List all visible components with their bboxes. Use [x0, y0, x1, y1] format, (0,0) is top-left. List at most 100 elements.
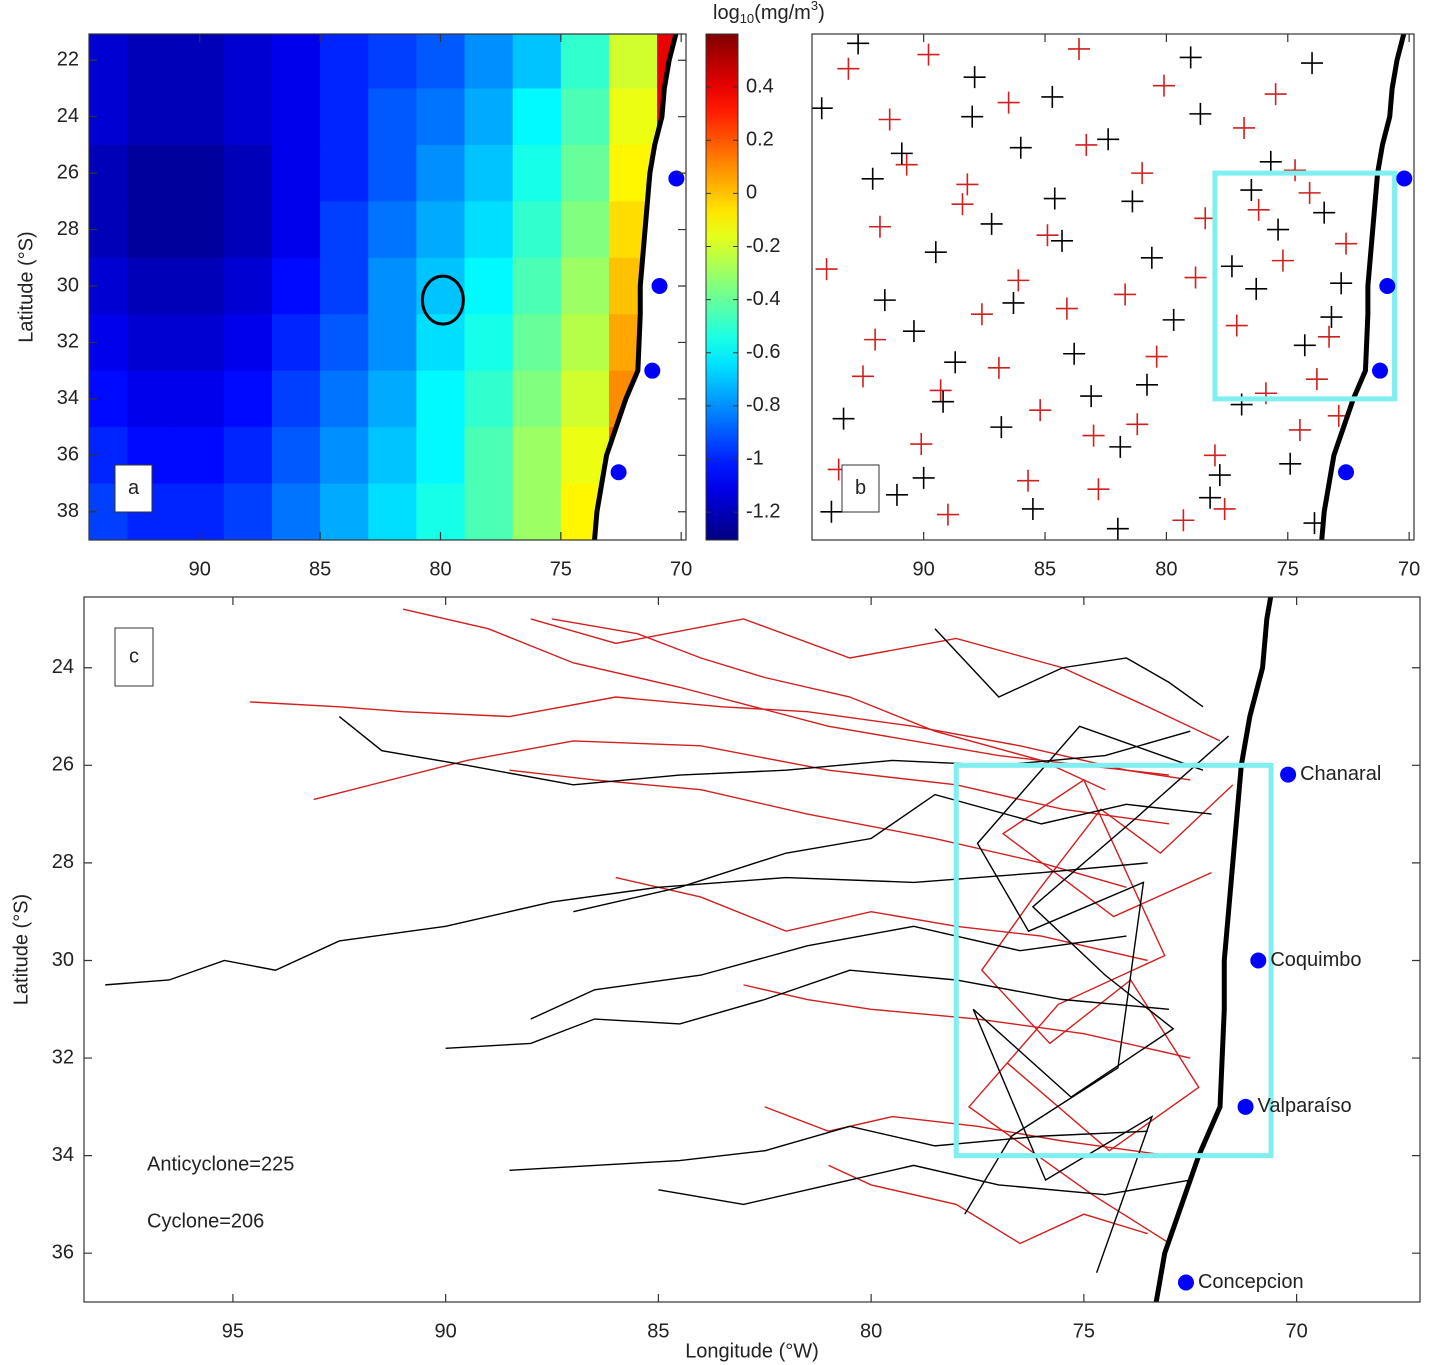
eddy-cross: [1305, 368, 1328, 391]
heatmap-cell: [320, 201, 369, 259]
heatmap-cell: [464, 370, 514, 428]
heatmap-cell: [175, 88, 225, 146]
colorbar-label-part: 10: [740, 11, 754, 26]
x-tick-label: 95: [222, 1320, 244, 1342]
eddy-cross: [1121, 190, 1144, 213]
heatmap-cell: [127, 370, 177, 428]
eddy-track: [743, 984, 1191, 1059]
heatmap-cell: [175, 201, 225, 259]
eddy-cross: [1043, 187, 1066, 210]
y-tick-label: 26: [57, 161, 79, 183]
eddy-cross: [944, 351, 967, 374]
heatmap-cell: [175, 427, 225, 485]
eddy-cross: [1313, 201, 1336, 224]
heatmap-cell: [512, 314, 562, 372]
heatmap-cell: [464, 34, 514, 89]
eddy-cross: [1145, 345, 1168, 368]
heatmap-cell: [320, 370, 369, 428]
colorbar-label: log10(mg/m3): [713, 0, 825, 26]
eddy-track: [980, 784, 1234, 1152]
heatmap-cell: [416, 88, 466, 146]
eddy-cross: [1021, 497, 1044, 520]
eddy-cross: [1131, 162, 1154, 185]
eddy-cross: [1087, 478, 1110, 501]
colorbar-label-part: ): [818, 2, 825, 24]
eddy-track: [105, 862, 1148, 986]
heatmap-cell: [512, 257, 562, 315]
eddy-cross: [1055, 297, 1078, 320]
heatmap-cell: [271, 370, 321, 428]
heatmap-cell: [512, 88, 562, 146]
x-tick-label: 70: [1398, 558, 1420, 580]
eddy-track: [530, 618, 1221, 742]
heatmap-cell: [89, 370, 129, 428]
site-marker: [644, 362, 661, 379]
site-marker: [610, 464, 627, 481]
heatmap-cell: [560, 370, 610, 428]
x-tick-label: 70: [1285, 1320, 1307, 1342]
heatmap-cell: [127, 144, 177, 202]
colorbar-tick-label: 0.2: [746, 129, 774, 151]
eddy-cross: [868, 215, 891, 238]
panel-label: a: [128, 477, 140, 499]
eddy-cross: [851, 365, 874, 388]
heatmap-cell: [320, 483, 369, 540]
plot-area: [812, 34, 1414, 540]
y-tick-label: 24: [57, 105, 79, 127]
heatmap-cell: [89, 314, 129, 372]
eddy-cross: [951, 193, 974, 216]
x-axis-label: Longitude (°W): [685, 1340, 819, 1362]
eddy-cross: [1271, 249, 1294, 272]
eddy-cross: [885, 483, 908, 506]
eddy-track: [967, 778, 1212, 1249]
eddy-track: [338, 715, 1191, 786]
eddy-track: [313, 740, 1170, 825]
heatmap-cell: [223, 257, 273, 315]
heatmap-cell: [271, 201, 321, 259]
heatmap-cell: [175, 144, 225, 202]
x-tick-label: 70: [670, 558, 692, 580]
eddy-cross: [1199, 486, 1222, 509]
heatmap-cell: [560, 201, 610, 259]
panel-label: b: [855, 477, 866, 499]
site-marker: [1177, 1274, 1194, 1291]
eddy-cross: [878, 108, 901, 131]
plot-area: [105, 597, 1420, 1302]
y-tick-label: 28: [57, 218, 79, 240]
eddy-cross: [1240, 179, 1263, 202]
y-tick-label: 34: [52, 1144, 74, 1166]
eddy-cross: [1213, 497, 1236, 520]
eddy-track: [972, 735, 1229, 1273]
heatmap-cell: [368, 88, 417, 146]
heatmap-cell: [368, 483, 417, 540]
heatmap-cell: [223, 201, 273, 259]
eddy-cross: [912, 466, 935, 489]
heatmap-cell: [416, 144, 466, 202]
y-tick-label: 30: [52, 949, 74, 971]
eddy-cross: [1051, 229, 1074, 252]
heatmap-cell: [464, 257, 514, 315]
y-tick-label: 34: [57, 387, 79, 409]
heatmap-cell: [416, 483, 466, 540]
eddy-cross: [847, 34, 870, 55]
heatmap-cell: [320, 88, 369, 146]
heatmap-cell: [512, 34, 562, 89]
heatmap-cell: [271, 34, 321, 89]
eddy-track: [964, 725, 1204, 1215]
heatmap-cell: [464, 88, 514, 146]
eddy-cross: [1075, 133, 1098, 156]
colorbar: [705, 33, 739, 541]
heatmap-cell: [368, 370, 417, 428]
heatmap-cell: [320, 34, 369, 89]
eddy-cross: [1162, 308, 1185, 331]
heatmap-cell: [368, 201, 417, 259]
x-tick-label: 90: [913, 558, 935, 580]
eddy-cross: [1080, 385, 1103, 408]
eddy-cross: [902, 320, 925, 343]
site-marker: [1372, 362, 1389, 379]
heatmap-cell: [560, 257, 610, 315]
heatmap-cell: [223, 88, 273, 146]
coastline: [592, 34, 679, 540]
y-tick-label: 32: [57, 331, 79, 353]
eddy-cross: [1017, 469, 1040, 492]
